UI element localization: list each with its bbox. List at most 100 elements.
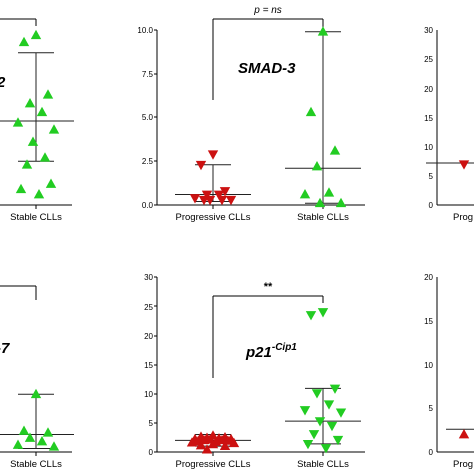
data-point (326, 421, 338, 432)
marks-top-right (426, 160, 474, 170)
data-point (458, 160, 470, 170)
data-point (201, 190, 213, 200)
panel-p21: 0 5 10 15 20 25 30 Progressive CLLs Stab… (144, 273, 365, 470)
data-point (36, 106, 48, 117)
data-point (216, 195, 228, 206)
significance-label: ** (264, 281, 273, 293)
y-tick-label: 25 (424, 55, 433, 64)
y-tick-label: 2.5 (142, 157, 154, 166)
data-point (27, 136, 39, 146)
y-tick-label: 5 (429, 172, 434, 181)
marks-top-left (0, 29, 74, 199)
data-point (39, 152, 51, 162)
data-point (198, 195, 210, 206)
y-tick-label: 0.0 (142, 201, 154, 210)
data-point (30, 388, 42, 399)
data-point (308, 430, 320, 440)
y-tick-label: 20 (424, 85, 433, 94)
data-point (335, 408, 347, 418)
category-label: Stable CLLs (297, 459, 349, 470)
data-point (219, 440, 231, 450)
data-point (228, 437, 240, 448)
data-point (225, 195, 237, 206)
y-tick-label: 20 (424, 273, 433, 282)
category-label: Prog (453, 459, 473, 470)
gene-label: 2 (0, 74, 6, 91)
gene-label-sup: -Cip1 (272, 342, 297, 353)
y-tick-label: 15 (424, 317, 433, 326)
category-label: Prog (453, 212, 473, 223)
data-point (305, 311, 317, 321)
data-point (320, 444, 332, 454)
data-point (329, 145, 341, 155)
category-label: Progressive CLLs (176, 212, 251, 223)
y-tick-label: 20 (144, 332, 153, 341)
data-point (311, 389, 323, 399)
y-tick-label: 0 (429, 201, 434, 210)
data-point (48, 124, 60, 134)
data-point (305, 106, 317, 117)
data-point (201, 444, 213, 454)
y-tick-label: 0 (149, 448, 154, 457)
y-tick-label: 30 (144, 273, 153, 282)
data-point (317, 308, 329, 318)
data-point (18, 36, 30, 47)
y-tick-label: 5 (429, 404, 434, 413)
data-point (195, 160, 207, 171)
y-tick-label: 25 (144, 303, 153, 312)
data-point (189, 194, 201, 204)
gene-label: SMAD-3 (238, 60, 296, 77)
category-label: Stable CLLs (297, 212, 349, 223)
panel-smad3: 0.0 2.5 5.0 7.5 10.0 Progressive CLLs St… (137, 5, 365, 223)
y-tick-label: 10 (424, 143, 433, 152)
panel-top-left: Stable CLLs 2 (0, 18, 74, 223)
data-point (30, 29, 42, 40)
y-tick-label: 5 (149, 419, 154, 428)
data-point (299, 189, 311, 199)
panel-bottom-left: Stable CLLs -7 (0, 285, 74, 470)
data-point (458, 429, 470, 439)
data-point (329, 384, 341, 394)
gene-label-main: p21 (245, 344, 272, 361)
panel-top-right: 0 5 10 15 20 25 30 Prog (424, 26, 474, 223)
y-tick-label: 0 (429, 448, 434, 457)
marks-smad3 (175, 26, 361, 208)
data-point (323, 187, 335, 197)
data-point (311, 161, 323, 171)
data-point (45, 178, 57, 188)
data-point (314, 197, 326, 208)
y-tick-label: 15 (144, 361, 153, 370)
category-label: Progressive CLLs (176, 459, 251, 470)
data-point (18, 425, 30, 435)
data-point (332, 435, 344, 446)
data-point (186, 437, 198, 447)
data-point (21, 159, 33, 169)
data-point (195, 440, 207, 450)
data-point (42, 89, 54, 99)
data-point (36, 436, 48, 446)
data-point (323, 400, 335, 410)
data-point (33, 189, 45, 199)
data-point (335, 197, 347, 208)
marks-p21 (175, 308, 361, 454)
panel-bottom-right: 0 5 10 15 20 Prog (424, 273, 474, 470)
data-point (48, 441, 60, 451)
data-point (12, 439, 24, 449)
marks-bottom-left (0, 388, 74, 451)
data-point (207, 438, 219, 449)
data-point (302, 440, 314, 450)
y-tick-label: 30 (424, 26, 433, 35)
y-tick-label: 7.5 (142, 70, 154, 79)
marks-bottom-right (446, 428, 474, 439)
y-tick-label: 15 (424, 114, 433, 123)
data-point (314, 417, 326, 427)
data-point (24, 98, 36, 108)
y-tick-label: 10.0 (137, 26, 153, 35)
y-tick-label: 10 (424, 361, 433, 370)
data-point (24, 432, 36, 442)
significance-label: p = ns (253, 5, 282, 16)
data-point (207, 150, 219, 160)
category-label: Stable CLLs (10, 459, 62, 470)
data-point (219, 187, 231, 197)
